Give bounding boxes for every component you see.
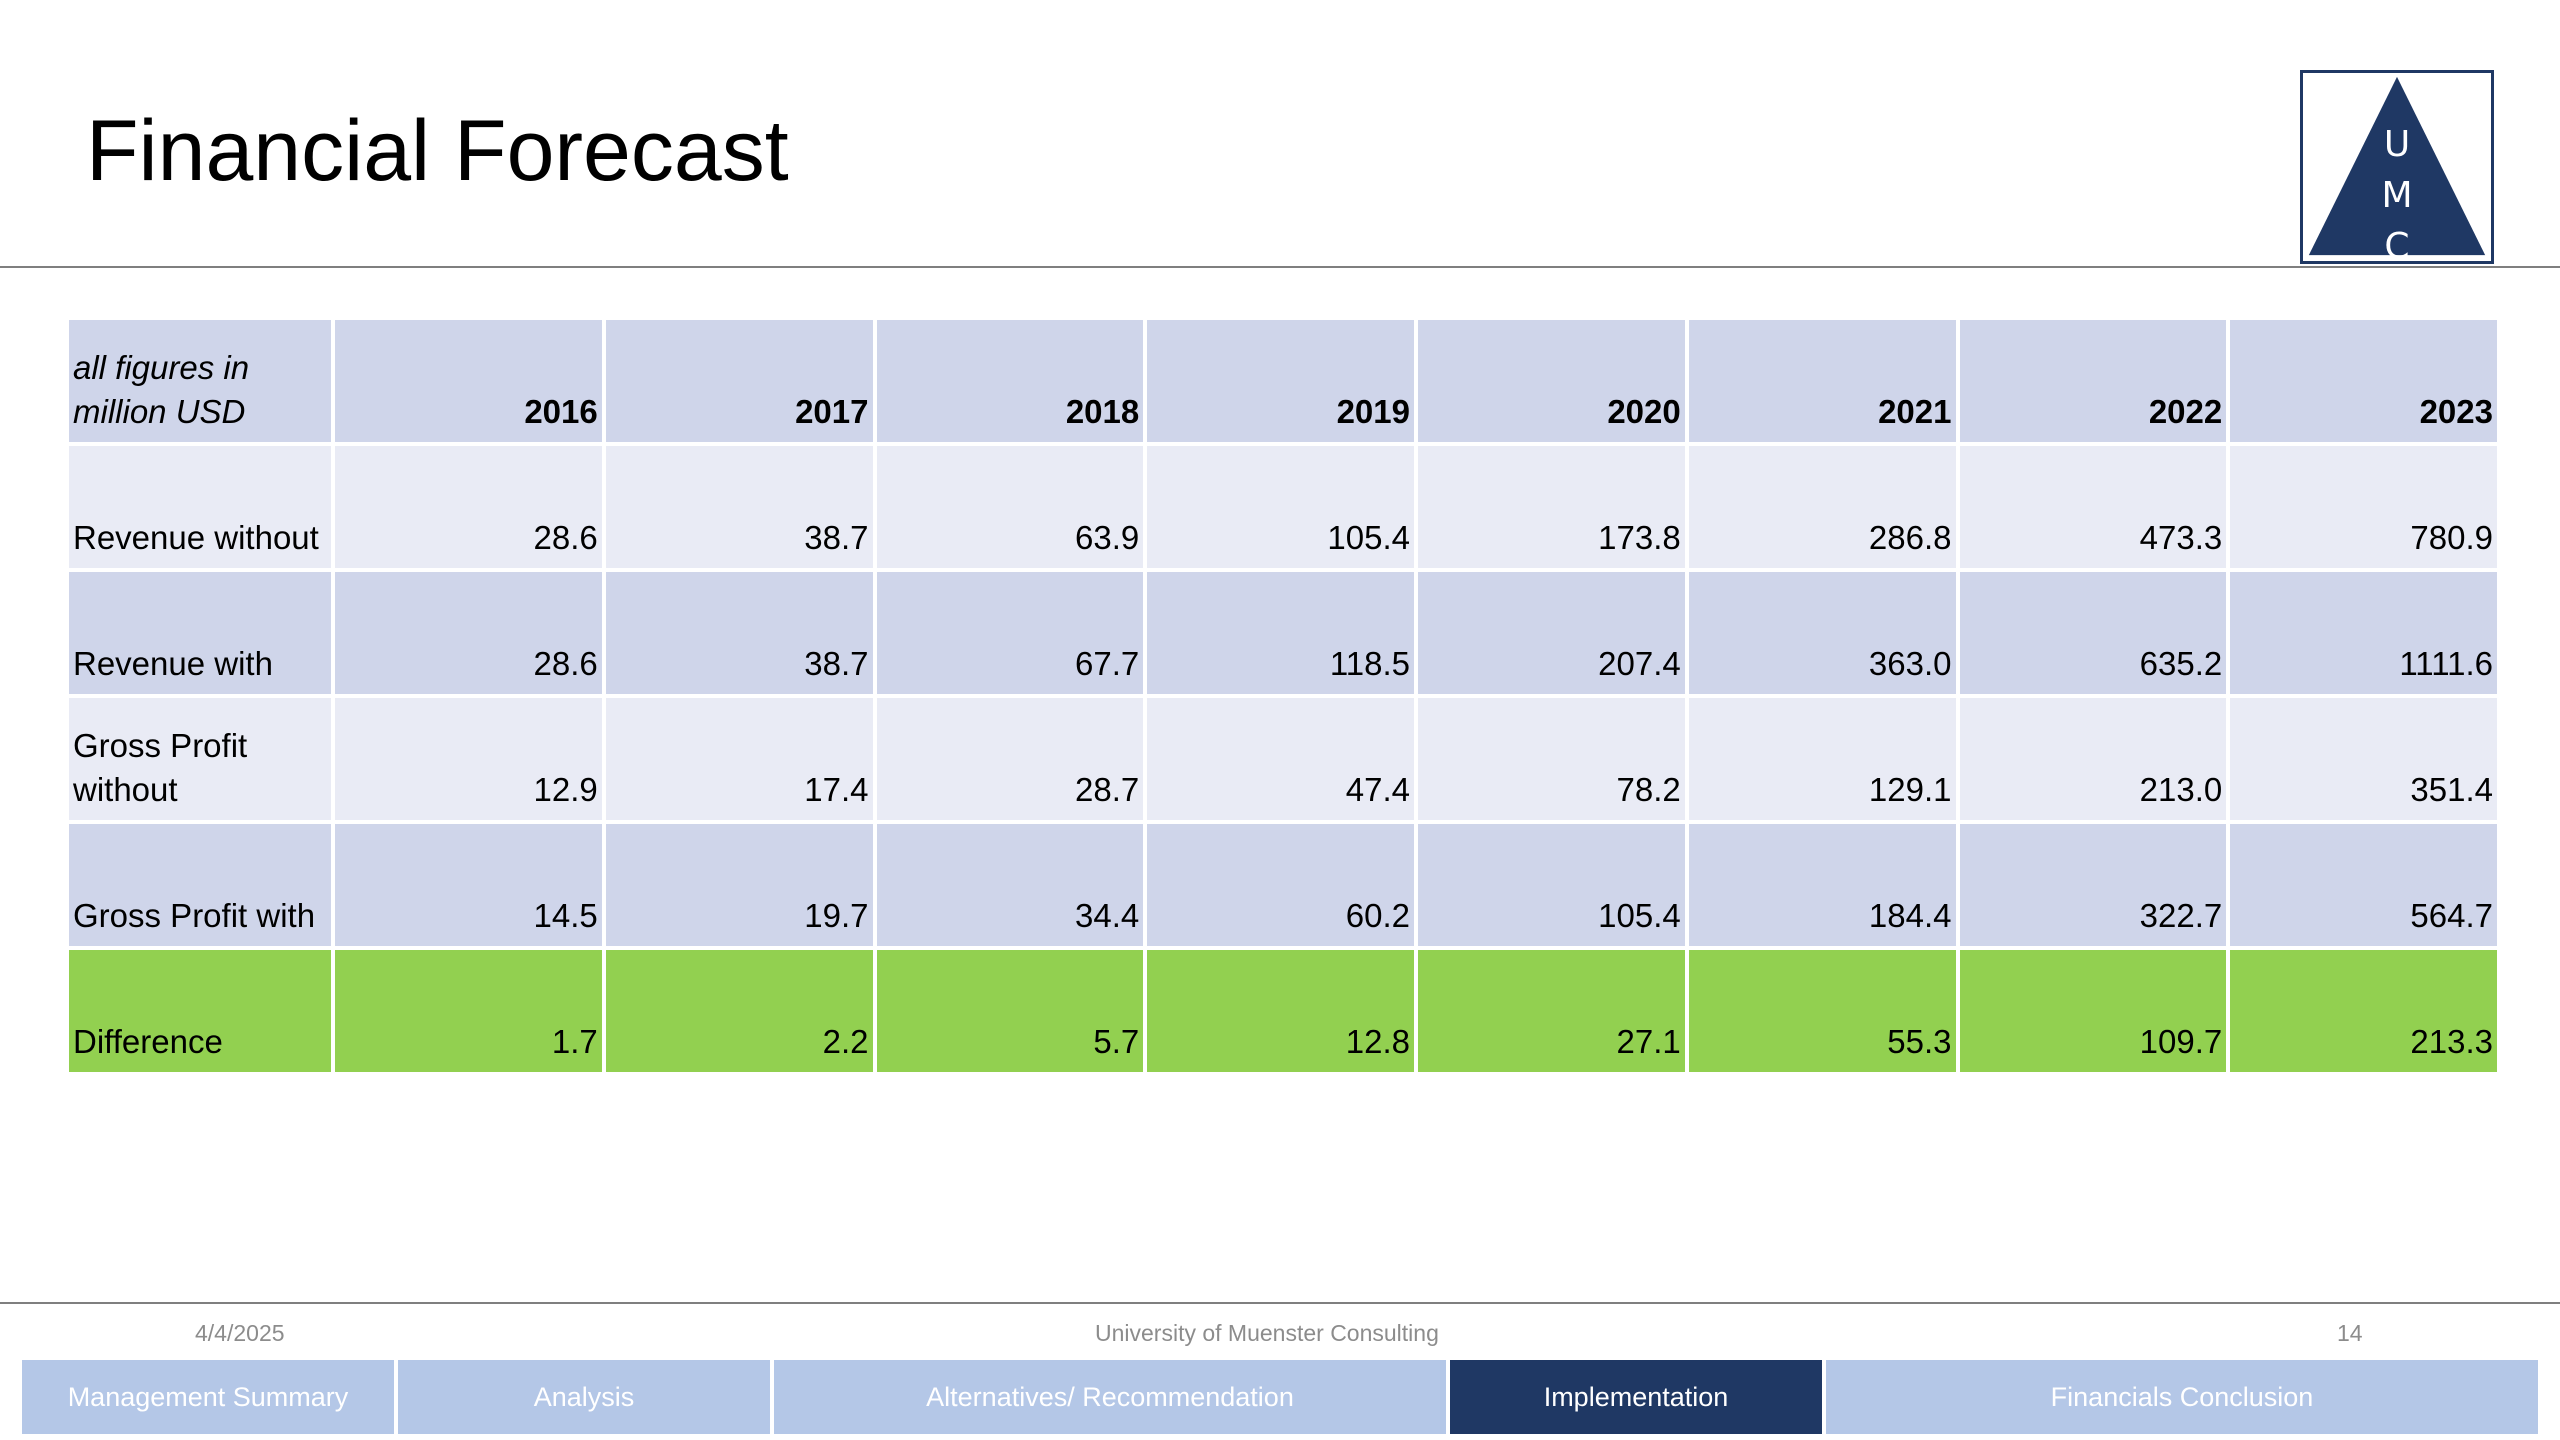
logo-letter-u: U — [2383, 124, 2411, 165]
page-number: 14 — [2337, 1320, 2363, 1346]
umc-logo: U M C — [2300, 70, 2494, 267]
table-row-gross-profit-without: Gross Profit without 12.9 17.4 28.7 47.4… — [69, 698, 2497, 820]
footer-organization: University of Muenster Consulting — [1095, 1320, 1439, 1346]
cell-value: 363.0 — [1688, 572, 1956, 694]
cell-value: 60.2 — [1147, 824, 1414, 946]
section-nav: Management Summary Analysis Alternatives… — [22, 1360, 2538, 1434]
cell-value: 109.7 — [1959, 950, 2227, 1072]
cell-value: 28.7 — [876, 698, 1144, 820]
year-header: 2020 — [1418, 320, 1685, 442]
cell-value: 322.7 — [1959, 824, 2227, 946]
year-header: 2019 — [1147, 320, 1414, 442]
cell-value: 129.1 — [1688, 698, 1956, 820]
cell-value: 780.9 — [2230, 446, 2497, 568]
cell-value: 38.7 — [605, 446, 873, 568]
table-row-gross-profit-with: Gross Profit with 14.5 19.7 34.4 60.2 10… — [69, 824, 2497, 946]
triangle-logo-icon — [2308, 76, 2486, 256]
cell-value: 34.4 — [876, 824, 1144, 946]
cell-value: 1.7 — [335, 950, 602, 1072]
cell-value: 473.3 — [1959, 446, 2227, 568]
nav-tab-implementation[interactable]: Implementation — [1450, 1360, 1822, 1434]
row-label: Revenue without — [69, 446, 331, 568]
slide-title: Financial Forecast — [86, 103, 789, 199]
cell-value: 12.8 — [1147, 950, 1414, 1072]
table-row-difference: Difference 1.7 2.2 5.7 12.8 27.1 55.3 10… — [69, 950, 2497, 1072]
logo-letter-c: C — [2384, 226, 2410, 267]
row-label: Difference — [69, 950, 331, 1072]
cell-value: 17.4 — [605, 698, 873, 820]
title-divider — [0, 266, 2560, 268]
cell-value: 564.7 — [2230, 824, 2497, 946]
cell-value: 27.1 — [1418, 950, 1685, 1072]
cell-value: 2.2 — [605, 950, 873, 1072]
cell-value: 28.6 — [335, 572, 602, 694]
logo-letter-m: M — [2381, 175, 2413, 216]
cell-value: 184.4 — [1688, 824, 1956, 946]
cell-value: 213.0 — [1959, 698, 2227, 820]
footer-divider — [0, 1302, 2560, 1304]
year-header: 2021 — [1688, 320, 1956, 442]
nav-tab-alternatives-recommendation[interactable]: Alternatives/ Recommendation — [774, 1360, 1446, 1434]
cell-value: 105.4 — [1418, 824, 1685, 946]
units-label: all figures in million USD — [69, 320, 331, 442]
footer-date: 4/4/2025 — [195, 1320, 285, 1346]
year-header: 2016 — [335, 320, 602, 442]
cell-value: 207.4 — [1418, 572, 1685, 694]
cell-value: 118.5 — [1147, 572, 1414, 694]
year-header: 2023 — [2230, 320, 2497, 442]
cell-value: 28.6 — [335, 446, 602, 568]
cell-value: 213.3 — [2230, 950, 2497, 1072]
row-label: Gross Profit with — [69, 824, 331, 946]
row-label: Gross Profit without — [69, 698, 331, 820]
table-row-revenue-without: Revenue without 28.6 38.7 63.9 105.4 173… — [69, 446, 2497, 568]
cell-value: 12.9 — [335, 698, 602, 820]
cell-value: 19.7 — [605, 824, 873, 946]
cell-value: 286.8 — [1688, 446, 1956, 568]
cell-value: 78.2 — [1418, 698, 1685, 820]
nav-tab-management-summary[interactable]: Management Summary — [22, 1360, 394, 1434]
nav-tab-analysis[interactable]: Analysis — [398, 1360, 770, 1434]
cell-value: 1111.6 — [2230, 572, 2497, 694]
table-header-row: all figures in million USD 2016 2017 201… — [69, 320, 2497, 442]
nav-tab-financials-conclusion[interactable]: Financials Conclusion — [1826, 1360, 2538, 1434]
cell-value: 5.7 — [876, 950, 1144, 1072]
year-header: 2017 — [605, 320, 873, 442]
row-label: Revenue with — [69, 572, 331, 694]
cell-value: 47.4 — [1147, 698, 1414, 820]
cell-value: 67.7 — [876, 572, 1144, 694]
table-row-revenue-with: Revenue with 28.6 38.7 67.7 118.5 207.4 … — [69, 572, 2497, 694]
cell-value: 635.2 — [1959, 572, 2227, 694]
cell-value: 14.5 — [335, 824, 602, 946]
forecast-table: all figures in million USD 2016 2017 201… — [65, 316, 2501, 1076]
cell-value: 38.7 — [605, 572, 873, 694]
cell-value: 63.9 — [876, 446, 1144, 568]
cell-value: 55.3 — [1688, 950, 1956, 1072]
cell-value: 173.8 — [1418, 446, 1685, 568]
year-header: 2018 — [876, 320, 1144, 442]
cell-value: 105.4 — [1147, 446, 1414, 568]
year-header: 2022 — [1959, 320, 2227, 442]
cell-value: 351.4 — [2230, 698, 2497, 820]
